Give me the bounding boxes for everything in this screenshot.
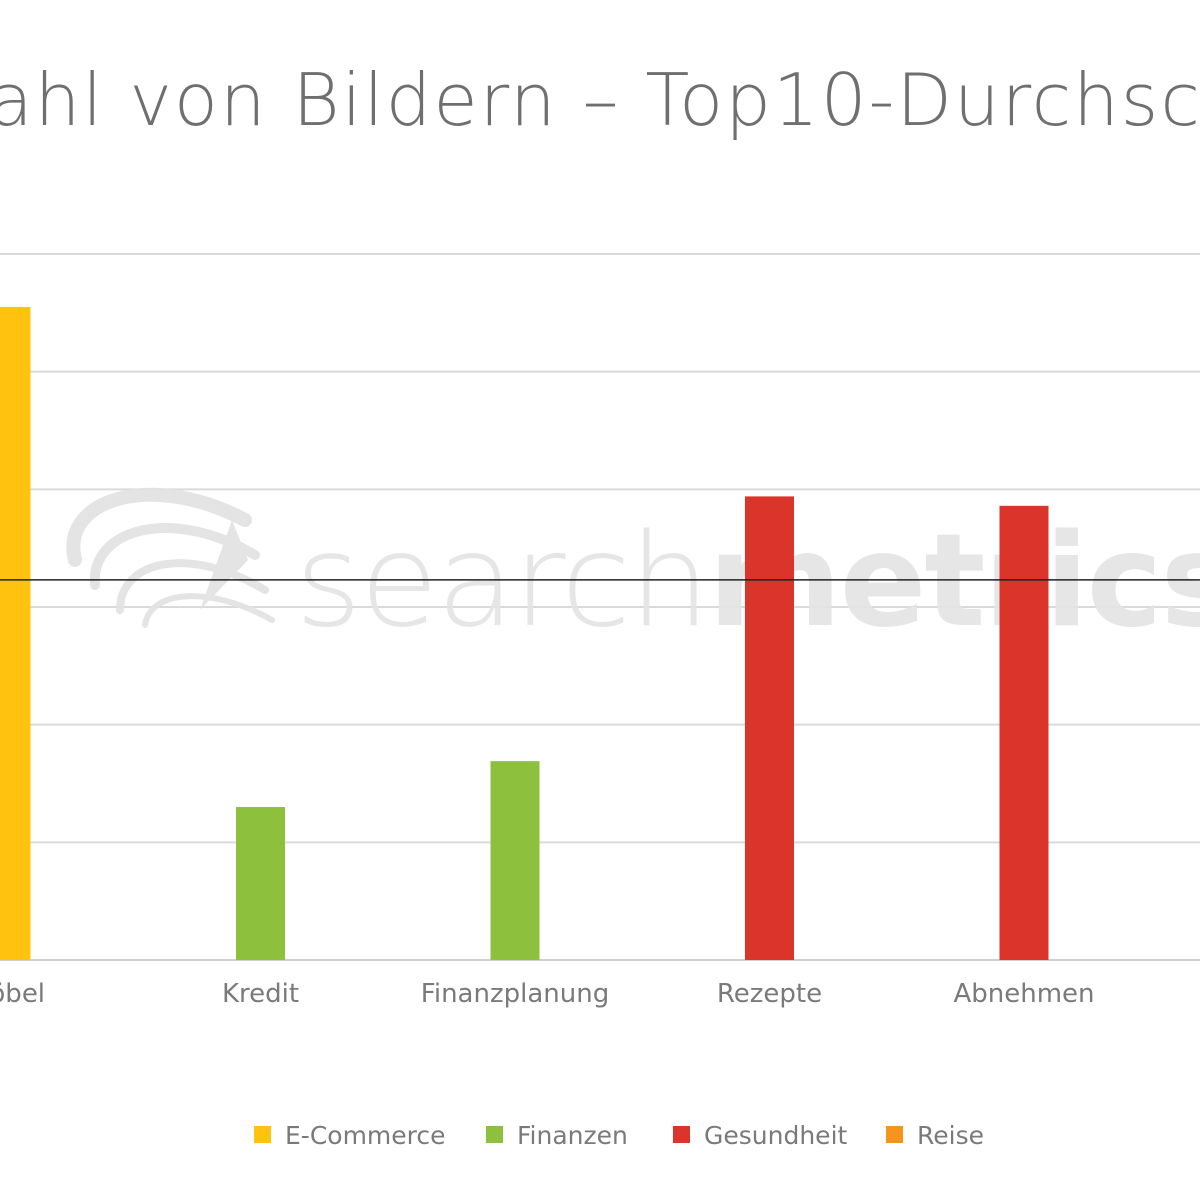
watermark-light: search bbox=[295, 507, 708, 656]
legend-label: E-Commerce bbox=[285, 1121, 446, 1150]
legend-swatch bbox=[486, 1126, 503, 1143]
x-tick-label: Kredit bbox=[222, 979, 299, 1009]
bar-finanzplanung bbox=[490, 761, 540, 960]
legend-swatch bbox=[254, 1126, 271, 1143]
legend-swatch bbox=[673, 1126, 690, 1143]
bar-kredit bbox=[236, 807, 285, 960]
legend: E-Commerce Finanzen Gesundheit Reise bbox=[254, 1121, 984, 1150]
svg-text:searchmetrics: searchmetrics bbox=[295, 507, 1200, 656]
watermark-logo: searchmetrics bbox=[66, 487, 1200, 656]
bar-m-bel bbox=[0, 306, 31, 960]
bar-rezepte bbox=[745, 496, 794, 960]
legend-label: Finanzen bbox=[517, 1121, 628, 1150]
x-tick-label: Finanzplanung bbox=[421, 979, 609, 1009]
swoosh-icon bbox=[66, 487, 275, 628]
x-tick-label: Rezepte bbox=[717, 979, 822, 1009]
legend-swatch bbox=[886, 1126, 903, 1143]
chart-title: Anzahl von Bildern – Top10-Durchschnitts… bbox=[0, 58, 1200, 142]
x-tick-label: Abnehmen bbox=[953, 979, 1094, 1009]
bars bbox=[0, 306, 1049, 960]
legend-label: Gesundheit bbox=[704, 1121, 848, 1150]
x-axis-labels: Möbel Kredit Finanzplanung Rezepte Abnehmen bbox=[0, 979, 1095, 1009]
x-tick-label: Möbel bbox=[0, 979, 45, 1009]
legend-label: Reise bbox=[917, 1121, 984, 1150]
bar-abnehmen bbox=[999, 505, 1049, 960]
gridlines bbox=[0, 253, 1200, 961]
